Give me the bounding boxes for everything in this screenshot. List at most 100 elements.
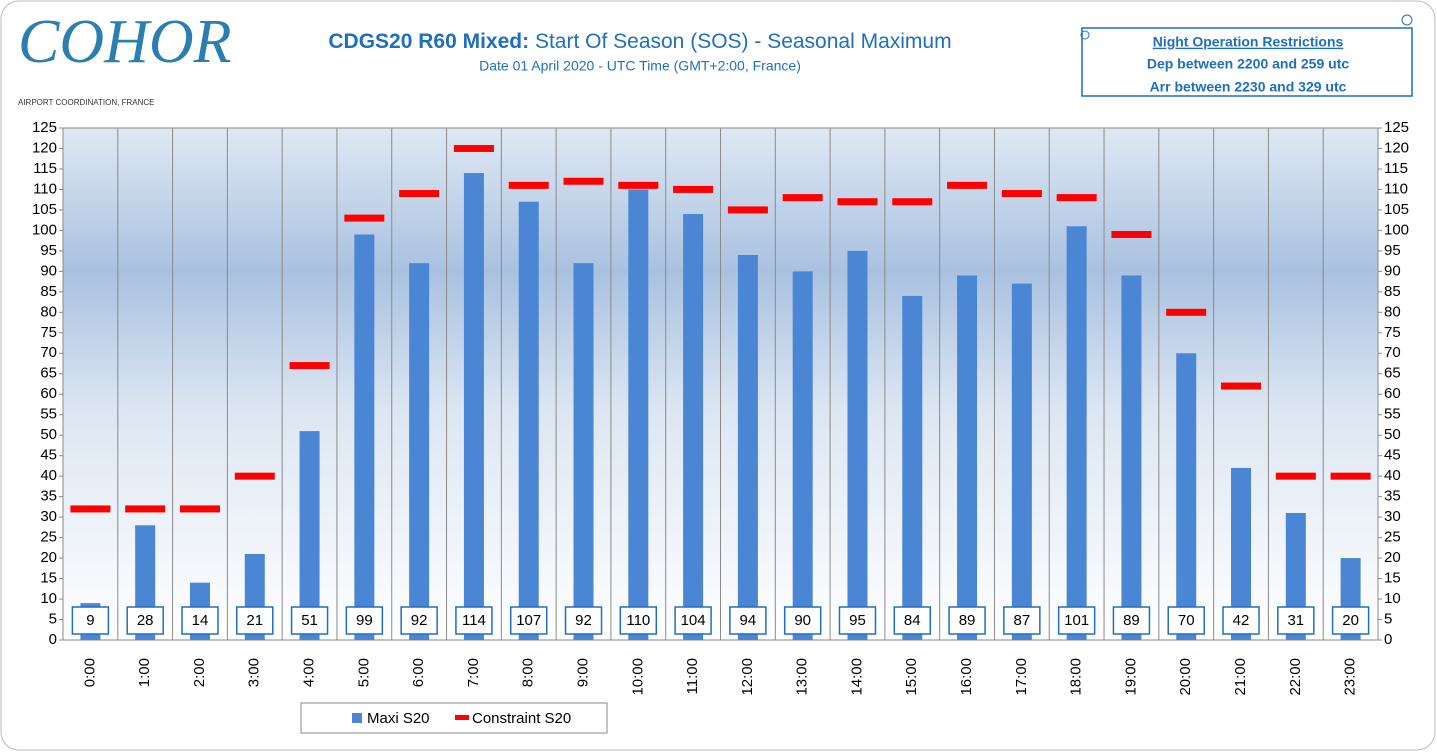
y-tick-label: 125 [32,119,57,136]
value-label: 42 [1233,612,1250,629]
y2-tick-label: 105 [1384,201,1409,218]
value-label: 101 [1064,612,1089,629]
value-label: 104 [681,612,706,629]
constraint-dash [508,181,549,189]
x-tick-label: 14:00 [848,658,865,696]
y2-tick-label: 115 [1384,160,1408,177]
value-label-box [948,606,986,635]
y-tick-label: 65 [40,365,57,382]
y-tick-label: 25 [40,529,57,546]
title-main: Start Of Season (SOS) - Seasonal Maximum [535,30,952,53]
y2-tick-label: 15 [1384,570,1401,587]
x-tick-label: 17:00 [1013,658,1030,696]
value-label-box [893,606,932,635]
y2-tick-label: 100 [1384,221,1409,238]
value-label: 90 [794,612,811,629]
value-label: 89 [1123,612,1140,629]
x-tick-label: 0:00 [81,658,98,687]
bar [847,250,868,640]
bar [518,201,539,640]
value-label-box [400,606,438,635]
y2-tick-label: 110 [1384,180,1408,197]
y2-tick-label: 80 [1384,303,1401,320]
value-label: 107 [516,612,541,629]
y-tick-label: 120 [32,139,57,156]
x-tick-label: 23:00 [1342,658,1359,696]
bar [902,295,923,640]
x-tick-label: 10:00 [629,658,646,696]
y2-tick-label: 70 [1384,344,1401,361]
x-tick-label: 2:00 [191,658,208,687]
value-label: 20 [1342,612,1359,629]
value-label-box [181,606,219,635]
y-tick-label: 90 [40,262,57,279]
constraint-dash [1166,308,1207,316]
constraint-dash [1275,472,1316,480]
x-tick-label: 9:00 [574,658,591,687]
value-label-box [619,606,658,635]
y2-tick-label: 90 [1384,262,1401,279]
y-tick-label: 20 [40,549,57,566]
value-label-box [455,606,493,635]
y-tick-label: 75 [40,324,57,341]
value-label-box [1003,606,1041,635]
plot-border [62,127,1379,641]
x-tick-label: 3:00 [246,658,263,687]
scroll-curl [1080,30,1090,40]
y-tick-label: 45 [40,447,57,464]
value-label: 110 [626,612,650,629]
x-tick-label: 12:00 [739,658,756,696]
value-label: 51 [301,612,318,629]
x-tick-label: 15:00 [903,658,920,696]
y-tick-label: 100 [32,221,57,238]
bar [1231,467,1252,640]
value-label: 94 [740,612,757,629]
bar [792,271,813,640]
chart-title: CDGS20 R60 Mixed: Start Of Season (SOS) … [328,30,951,53]
constraint-dash [673,185,714,193]
y-tick-label: 105 [32,201,57,218]
y-tick-label: 35 [40,488,57,505]
y2-tick-label: 20 [1384,549,1401,566]
y2-tick-label: 35 [1384,488,1401,505]
bar [409,263,430,640]
bar [573,263,594,640]
y-tick-label: 85 [40,283,57,300]
value-label-box [1331,606,1370,635]
y-tick-label: 55 [40,406,57,423]
y-tick-label: 115 [33,160,57,177]
x-tick-label: 5:00 [355,658,372,687]
value-label-box [290,606,329,635]
y2-tick-label: 120 [1384,139,1409,156]
value-label-box [509,606,548,635]
value-label-box [1112,606,1151,635]
constraint-dash [125,505,166,513]
bar [1176,353,1197,640]
y2-tick-label: 50 [1384,426,1401,443]
logo-tagline: AIRPORT COORDINATION, FRANCE [18,98,154,107]
bar [463,173,484,640]
y2-tick-label: 75 [1384,324,1401,341]
y2-tick-label: 125 [1384,119,1409,136]
x-tick-label: 1:00 [136,658,153,687]
constraint-dash [837,198,878,206]
x-tick-label: 20:00 [1177,658,1194,696]
constraint-dash [618,181,659,189]
constraint-dash [892,198,933,206]
y2-tick-label: 85 [1384,283,1401,300]
constraint-dash [1001,190,1042,198]
value-label: 31 [1287,612,1304,629]
y2-tick-label: 0 [1384,631,1392,648]
bar [1066,226,1087,640]
constraint-dash [782,194,823,202]
y-tick-label: 0 [49,631,57,648]
y2-tick-label: 65 [1384,365,1401,382]
bar [628,189,649,640]
value-label: 84 [904,612,921,629]
x-tick-label: 22:00 [1287,658,1304,696]
value-label-box [564,606,603,635]
y2-tick-label: 25 [1384,529,1401,546]
x-tick-label: 4:00 [301,658,318,687]
value-label: 92 [411,612,428,629]
